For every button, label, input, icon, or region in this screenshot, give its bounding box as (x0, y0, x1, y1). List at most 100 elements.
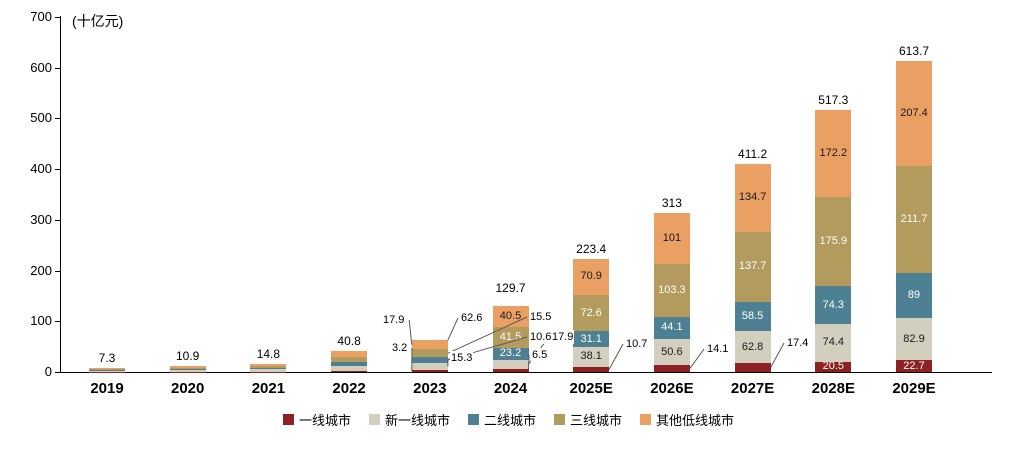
bar-total-label: 7.3 (98, 351, 116, 366)
legend-swatch (467, 414, 479, 425)
bar-segment: 101 (653, 213, 690, 265)
bar-total-label: 313 (661, 196, 682, 211)
bar-segment: 23.2 (492, 348, 529, 360)
bar-segment: 44.1 (653, 316, 690, 340)
legend-item-label: 二线城市 (483, 413, 536, 428)
x-tick-label: 2022 (332, 380, 366, 397)
callout-leader-line (770, 342, 785, 368)
bar-segment (411, 340, 448, 350)
bar-segment (653, 364, 690, 372)
callout-label: 6.5 (531, 348, 549, 362)
callout-leader-line (528, 354, 530, 371)
legend-item: 二线城市 (467, 410, 536, 429)
y-tick-label: 100 (30, 313, 52, 329)
bar-segment (89, 370, 125, 372)
bar-total-label: 40.8 (337, 334, 361, 349)
bar-segment (169, 367, 206, 369)
callout-label: 15.5 (529, 310, 553, 324)
x-tick-label: 2029E (892, 380, 936, 397)
y-axis-tick (55, 270, 60, 272)
legend-swatch (640, 414, 652, 425)
bar-segment (573, 366, 610, 372)
y-axis-tick (55, 118, 60, 120)
bar-segment (169, 366, 206, 368)
bar-segment: 38.1 (573, 347, 610, 367)
callout-label: 14.1 (706, 342, 730, 356)
bar-segment: 82.9 (896, 318, 932, 361)
y-tick-label: 300 (30, 211, 52, 227)
bar-segment: 70.9 (573, 258, 610, 295)
bar-segment: 211.7 (896, 165, 932, 274)
bar-segment: 58.5 (734, 301, 771, 332)
bar-total-label: 129.7 (495, 281, 526, 296)
legend-item-label: 其他低线城市 (656, 413, 735, 428)
bar-segment (411, 349, 448, 358)
bar-segment: 50.6 (653, 339, 690, 365)
y-tick-label: 400 (30, 161, 52, 177)
bar-segment: 175.9 (815, 196, 852, 287)
callout-label: 17.9 (551, 330, 575, 344)
bar-segment (250, 366, 287, 368)
bar-total-label: 411.2 (738, 146, 768, 161)
bar-segment (331, 370, 368, 372)
bar-segment: 172.2 (815, 109, 852, 197)
legend: 一线城市 新一线城市 二线城市 三线城市 其他低线城市 (0, 410, 1017, 429)
legend-item-label: 新一线城市 (384, 413, 450, 428)
callout-label: 17.9 (382, 313, 406, 327)
y-tick-label: 500 (30, 110, 52, 126)
bar-segment: 41.5 (492, 326, 529, 348)
bar-segment (331, 365, 368, 371)
callout-leader-line (447, 317, 459, 341)
bar-segment (411, 362, 448, 371)
callout-label: 10.6 (529, 330, 553, 344)
legend-item: 三线城市 (554, 410, 622, 429)
bar-segment (411, 357, 448, 363)
bar-segment: 89 (896, 273, 932, 319)
callout-label: 3.2 (391, 341, 409, 355)
callout-label: 62.6 (460, 311, 484, 325)
bar-segment: 22.7 (896, 360, 932, 372)
x-tick-label: 2021 (251, 380, 286, 397)
bar-segment (492, 368, 529, 372)
y-tick-label: 700 (30, 9, 52, 24)
bar-segment: 137.7 (734, 231, 771, 302)
bar-segment: 74.3 (815, 286, 852, 324)
bar-total-label: 10.9 (176, 349, 200, 364)
x-tick-label: 2025E (569, 380, 613, 397)
bar-total-label: 517.3 (818, 92, 849, 107)
bar-segment: 62.8 (734, 331, 771, 364)
y-axis-tick (55, 17, 60, 18)
bar-total-label: 223.4 (576, 241, 607, 256)
bar-total-label: 14.8 (256, 347, 281, 362)
bar-segment: 40.5 (492, 306, 529, 327)
x-tick-label: 2019 (90, 380, 124, 397)
y-tick-label: 0 (44, 364, 52, 379)
bar-segment: 74.4 (815, 323, 852, 362)
callout-label: 15.3 (450, 351, 474, 365)
y-axis-tick (55, 321, 60, 323)
x-tick-label: 2024 (493, 380, 528, 397)
bar-segment (331, 351, 368, 358)
bar-segment: 134.7 (734, 163, 771, 232)
bar-segment (169, 369, 206, 372)
y-axis-tick (55, 67, 60, 69)
callout-leader-line (689, 348, 705, 369)
bar-segment (250, 364, 287, 367)
bar-segment (331, 362, 368, 366)
legend-swatch (368, 414, 380, 425)
bar-segment (89, 368, 125, 370)
legend-swatch (282, 414, 294, 425)
bar-segment (734, 363, 771, 372)
bar-segment: 20.5 (815, 361, 852, 372)
y-axis-tick (55, 219, 60, 221)
bar-segment: 103.3 (653, 264, 690, 317)
callout-label: 17.4 (786, 336, 810, 350)
x-axis (60, 372, 992, 373)
y-tick-label: 200 (30, 262, 52, 278)
x-tick-label: 2023 (413, 380, 447, 397)
y-axis (60, 16, 61, 373)
bar-segment (250, 369, 287, 372)
legend-item: 新一线城市 (368, 410, 450, 429)
bar-segment (89, 369, 125, 371)
bar-segment (89, 369, 125, 370)
